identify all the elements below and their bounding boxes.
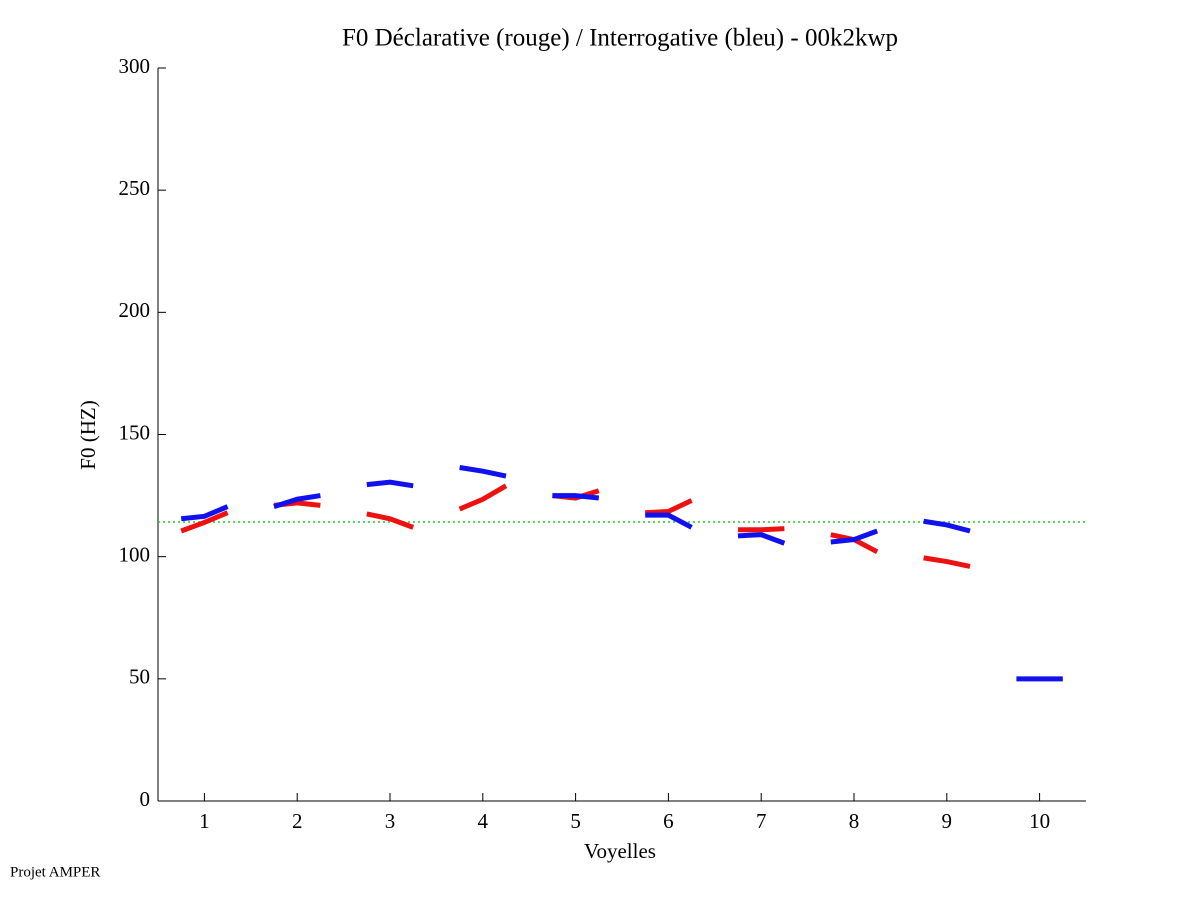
x-tick-label: 6 bbox=[663, 809, 674, 833]
y-tick-label: 300 bbox=[119, 54, 151, 78]
y-tick-label: 0 bbox=[140, 787, 151, 811]
x-tick-label: 7 bbox=[756, 809, 767, 833]
y-axis-label: F0 (HZ) bbox=[76, 400, 100, 469]
y-tick-label: 200 bbox=[119, 298, 151, 322]
y-tick-label: 150 bbox=[119, 420, 151, 444]
x-tick-label: 4 bbox=[478, 809, 489, 833]
y-tick-label: 50 bbox=[129, 665, 150, 689]
y-tick-label: 250 bbox=[119, 176, 151, 200]
x-tick-label: 3 bbox=[385, 809, 396, 833]
series-line bbox=[180, 465, 1063, 682]
x-axis-label: Voyelles bbox=[584, 839, 656, 863]
x-tick-label: 5 bbox=[570, 809, 581, 833]
x-tick-label: 9 bbox=[942, 809, 953, 833]
footer: Projet AMPER bbox=[10, 864, 100, 880]
x-tick-label: 8 bbox=[849, 809, 860, 833]
x-tick-label: 10 bbox=[1029, 809, 1050, 833]
chart-title: F0 Déclarative (rouge) / Interrogative (… bbox=[342, 25, 898, 52]
x-tick-label: 2 bbox=[292, 809, 303, 833]
y-tick-label: 100 bbox=[119, 542, 151, 566]
x-tick-label: 1 bbox=[199, 809, 210, 833]
